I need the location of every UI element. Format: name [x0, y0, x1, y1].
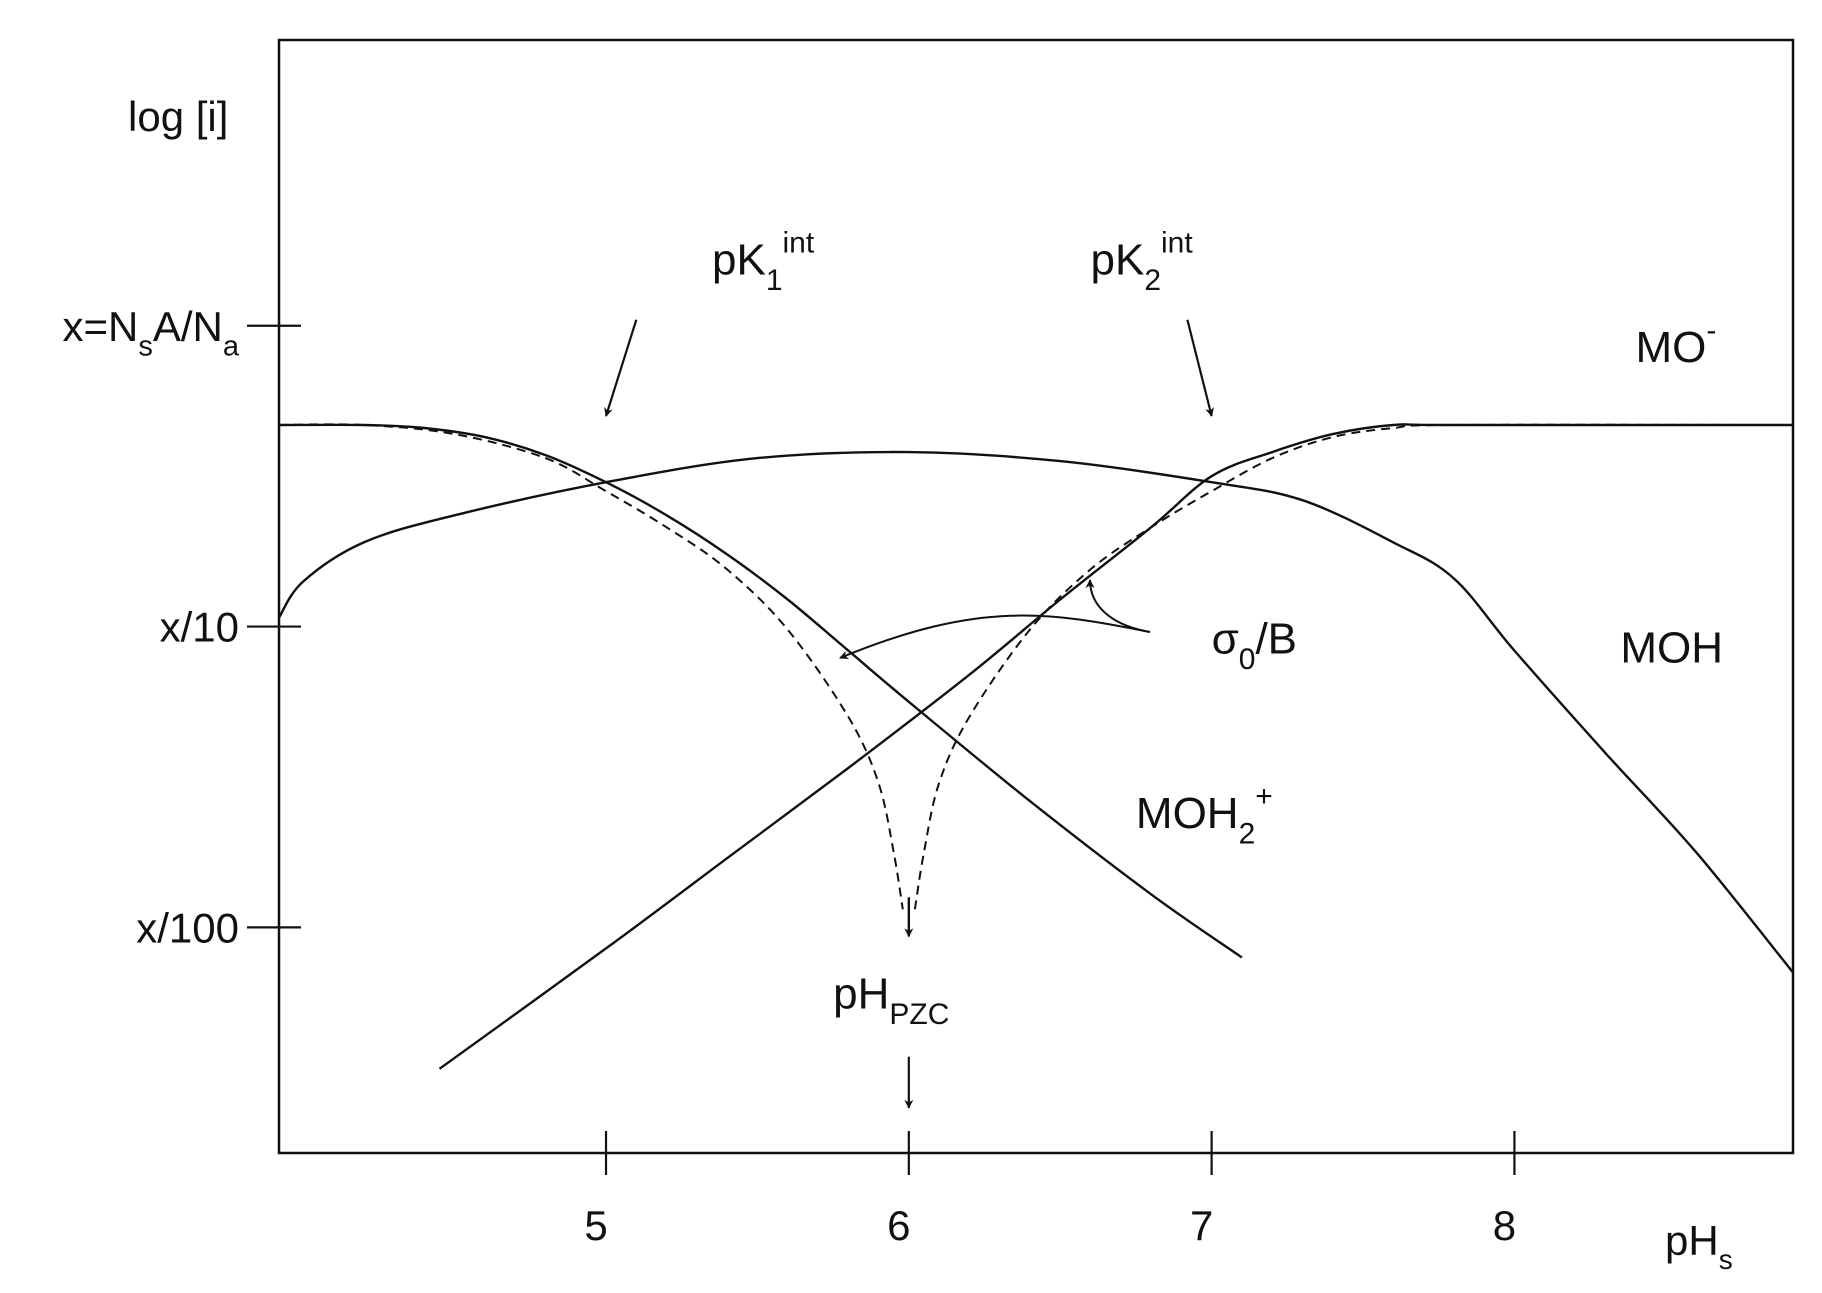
sigma0-arrow-right [1085, 579, 1151, 633]
x-axis-label-sub: s [1719, 1244, 1733, 1275]
y-tick-label: x=NsA/Na [62, 303, 239, 363]
annotation-moh2-plus: MOH2 + [1136, 780, 1273, 850]
y-tick-label-part-0: x=N [62, 303, 138, 350]
annotation-moh2-plus-part-1: 2 [1239, 818, 1256, 851]
series-line-MOH [277, 450, 1794, 974]
x-tick-label: 8 [1493, 1202, 1516, 1249]
annotation-mo-minus-part-0: MO [1636, 323, 1707, 372]
series-line-sigma0-left [278, 423, 904, 910]
y-tick-label: x/100 [136, 904, 239, 951]
annotation-moh2-plus-part-2: + [1255, 780, 1273, 813]
annotation-arrow-pk2 [1186, 319, 1215, 417]
annotation-pk1-part-2: int [783, 227, 815, 260]
y-tick-label-part-2: A/N [153, 303, 223, 350]
annotation-pk1-part-0: pK [712, 236, 766, 285]
sigma0-arrow-left [839, 614, 1151, 660]
plot-frame [277, 38, 1795, 1155]
annotation-sigma0-b: σ0/B [1212, 615, 1297, 676]
annotation-moh: MOH [1620, 624, 1723, 673]
x-tick-label: 6 [887, 1202, 910, 1249]
annotation-ph-pzc: pHPZC [833, 970, 949, 1031]
y-tick-label-part-0: x/10 [160, 604, 239, 651]
y-tick-label-part-1: s [138, 330, 153, 362]
x-tick-label: 7 [1190, 1202, 1213, 1249]
x-tick-label: 5 [584, 1202, 607, 1249]
annotation-arrow-pk1 [604, 319, 638, 417]
annotation-ph-pzc-part-1: PZC [889, 998, 949, 1031]
y-tick-label-part-0: x/100 [136, 904, 239, 951]
x-axis-ticks: 5 6 7 8 [584, 1131, 1516, 1249]
x-axis-label-main: pH [1665, 1217, 1719, 1264]
annotation-mo-minus: MO- [1636, 314, 1717, 372]
annotation-moh2-plus-part-0: MOH [1136, 789, 1239, 838]
annotation-moh-part-0: MOH [1620, 624, 1723, 673]
y-axis-label: log [i] [128, 93, 228, 140]
annotation-pk1: pK1int [712, 227, 815, 297]
annotation-sigma0-b-part-2: /B [1255, 615, 1297, 664]
annotation-mo-minus-part-1: - [1706, 314, 1716, 347]
annotation-pk2-part-0: pK [1091, 236, 1145, 285]
annotation-sigma0-b-part-0: σ [1212, 615, 1239, 664]
annotation-pk2-part-1: 2 [1144, 264, 1161, 297]
y-axis-ticks: x=NsA/Na x/10 x/100 [62, 303, 301, 951]
annotation-ph-pzc-part-0: pH [833, 970, 889, 1019]
y-tick-label: x/10 [160, 604, 239, 651]
annotation-sigma0-b-part-1: 0 [1239, 643, 1256, 676]
annotation-pk2: pK2int [1091, 227, 1194, 297]
annotation-pk1-part-1: 1 [766, 264, 783, 297]
annotation-pk2-part-2: int [1161, 227, 1193, 260]
series-layer [277, 423, 1794, 1070]
x-axis-label: pHs [1665, 1217, 1733, 1275]
y-tick-label-part-3: a [223, 330, 240, 362]
series-line-MOH2+ [278, 423, 1243, 959]
series-line-MO- [438, 423, 1793, 1070]
